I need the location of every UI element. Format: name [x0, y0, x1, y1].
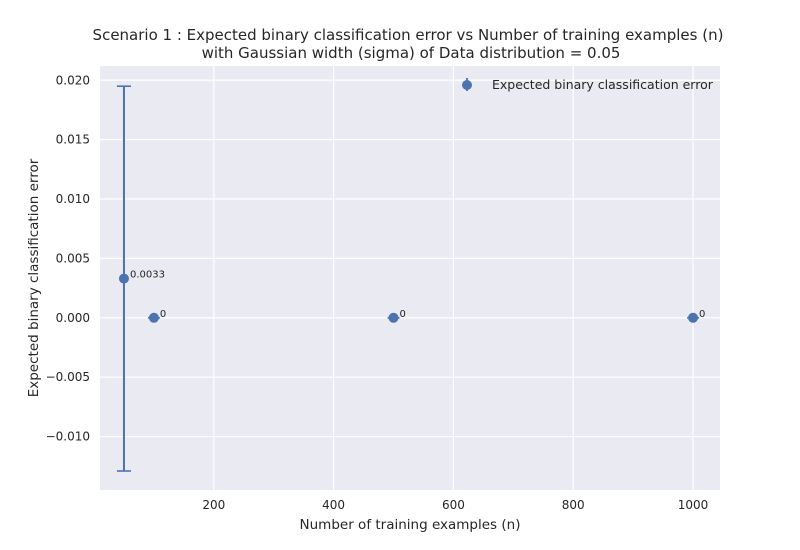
plot-area [100, 66, 720, 490]
y-tick-label: 0.010 [56, 192, 90, 206]
data-label: 0 [400, 309, 406, 320]
data-label: 0.0033 [130, 270, 165, 281]
legend: Expected binary classification error [462, 77, 714, 92]
legend-marker [462, 80, 472, 90]
data-point [388, 312, 399, 323]
x-tick-label: 1000 [678, 498, 709, 512]
y-ticks: −0.010 −0.005 0.000 0.005 0.010 0.015 0.020 [46, 73, 90, 443]
y-tick-label: 0.020 [56, 73, 90, 87]
data-point [688, 312, 699, 323]
y-tick-label: −0.010 [46, 430, 90, 444]
data-points [118, 273, 699, 323]
legend-label: Expected binary classification error [492, 77, 714, 92]
data-label: 0 [160, 309, 166, 320]
y-tick-label: −0.005 [46, 370, 90, 384]
x-axis-label: Number of training examples (n) [300, 517, 521, 533]
x-ticks: 200 400 600 800 1000 [202, 498, 708, 512]
x-tick-label: 800 [562, 498, 585, 512]
y-tick-label: 0.005 [56, 251, 90, 265]
chart-subtitle: with Gaussian width (sigma) of Data dist… [202, 44, 621, 62]
y-tick-label: 0.000 [56, 311, 90, 325]
y-tick-label: 0.015 [56, 133, 90, 147]
grid [100, 66, 720, 490]
y-axis-label: Expected binary classification error [26, 158, 42, 397]
x-tick-label: 600 [442, 498, 465, 512]
x-tick-label: 400 [322, 498, 345, 512]
data-labels: 0.0033 0 0 0 [130, 270, 705, 320]
data-label: 0 [699, 309, 705, 320]
data-point [118, 273, 129, 284]
x-tick-label: 200 [202, 498, 225, 512]
chart-title: Scenario 1 : Expected binary classificat… [93, 26, 724, 44]
data-point [148, 312, 159, 323]
